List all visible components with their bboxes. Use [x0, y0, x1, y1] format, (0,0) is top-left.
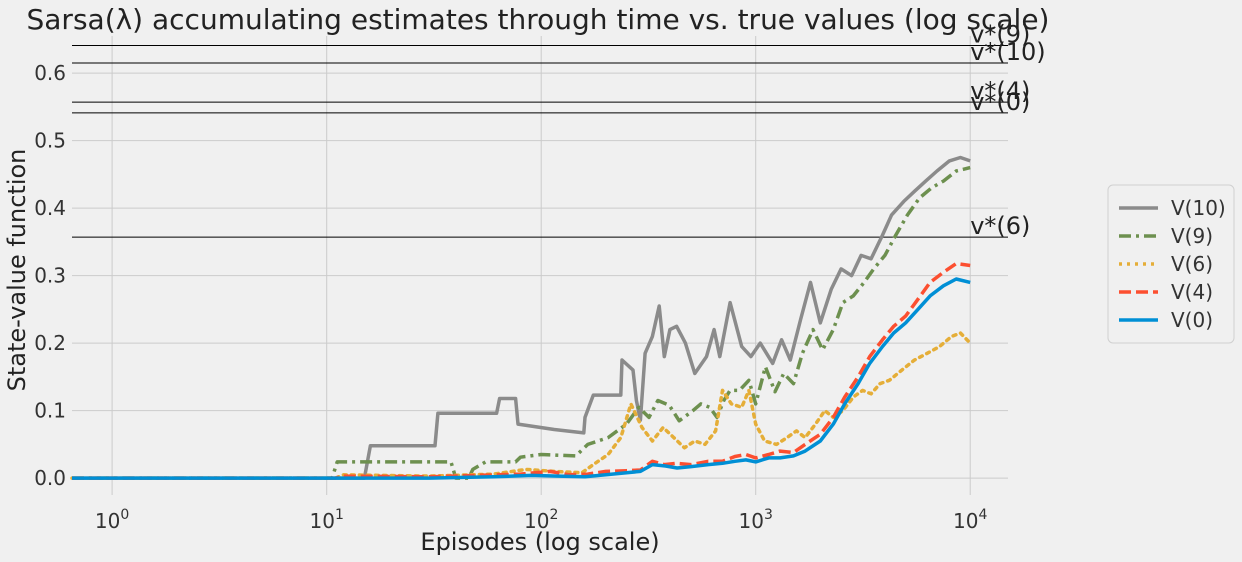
- x-tick-exponent: 4: [978, 507, 987, 523]
- x-tick-label: 101: [310, 507, 344, 533]
- legend-entry-label: V(9): [1171, 224, 1213, 248]
- x-tick-base: 10: [95, 509, 120, 533]
- x-tick-exponent: 3: [764, 507, 773, 523]
- x-tick-base: 10: [310, 509, 335, 533]
- series-line: [72, 261, 971, 480]
- series-line: [70, 331, 972, 480]
- x-axis-label: Episodes (log scale): [420, 528, 659, 556]
- chart-title: Sarsa(λ) accumulating estimates through …: [27, 3, 1050, 36]
- y-axis-label: State-value function: [3, 149, 31, 392]
- series-line: [72, 155, 971, 480]
- y-tick-label: 0.0: [34, 466, 66, 490]
- legend-entry-label: V(0): [1171, 308, 1213, 332]
- reference-line-label: v*(4): [970, 77, 1030, 105]
- x-tick-label: 104: [953, 507, 987, 533]
- legend: V(10) V(9) V(6) V(4) V(0): [1107, 184, 1235, 344]
- x-axis-ticks: 100 101 102 103 104: [95, 507, 988, 533]
- x-tick-label: 103: [739, 507, 773, 533]
- reference-lines: v*(9)v*(10) v*(4)v*(0) v*(6): [72, 21, 1046, 240]
- x-tick-exponent: 2: [549, 507, 558, 523]
- x-tick-label: 102: [524, 507, 558, 533]
- x-tick-exponent: 0: [120, 507, 129, 523]
- reference-line-label: v*(0): [970, 88, 1030, 116]
- legend-entry-label: V(4): [1171, 280, 1213, 304]
- y-tick-label: 0.3: [34, 264, 66, 288]
- series-line: [72, 277, 971, 480]
- x-tick-base: 10: [739, 509, 764, 533]
- x-tick-exponent: 1: [335, 507, 344, 523]
- legend-entry-label: V(6): [1171, 252, 1213, 276]
- x-tick-base: 10: [953, 509, 978, 533]
- series-layer: [70, 155, 972, 480]
- reference-line-label: v*(9): [970, 21, 1030, 49]
- y-axis-ticks: 0.0 0.1 0.2 0.3 0.4 0.5 0.6: [34, 61, 66, 490]
- y-tick-label: 0.1: [34, 399, 66, 423]
- reference-line-label: v*(6): [970, 212, 1030, 240]
- legend-frame: [1107, 184, 1235, 344]
- y-tick-label: 0.4: [34, 196, 66, 220]
- reference-line-label: v*(10): [970, 38, 1045, 66]
- y-tick-label: 0.6: [34, 61, 66, 85]
- x-tick-label: 100: [95, 507, 129, 533]
- legend-entry-label: V(10): [1171, 196, 1226, 220]
- x-tick-base: 10: [524, 509, 549, 533]
- series-line: [72, 165, 971, 480]
- y-tick-label: 0.2: [34, 331, 66, 355]
- y-tick-label: 0.5: [34, 129, 66, 153]
